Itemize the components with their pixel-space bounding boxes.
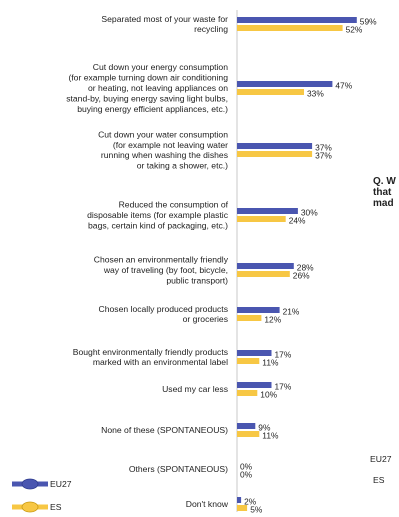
es-bar: [237, 358, 260, 364]
category-label: recycling: [194, 24, 228, 34]
category-label: Bought environmentally friendly products: [73, 347, 228, 357]
eu27-bar: [237, 143, 313, 149]
category-label: disposable items (for example plastic: [87, 210, 229, 220]
category-group: Separated most of your waste forrecyclin…: [101, 14, 377, 35]
es-value-label: 24%: [289, 216, 306, 226]
side-series-labels: EU27 ES: [370, 454, 392, 485]
eu27-value-label: 17%: [275, 382, 292, 392]
es-value-label: 37%: [315, 151, 332, 161]
eu27-value-label: 47%: [335, 81, 352, 91]
category-label: bags, certain kind of packaging, etc.): [88, 220, 228, 230]
es-legend-marker: [21, 501, 39, 513]
eu27-bar: [237, 382, 272, 388]
es-value-label: 0%: [240, 470, 253, 480]
eu27-value-label: 28%: [297, 263, 314, 273]
es-value-label: 12%: [264, 315, 281, 325]
side-series-label: ES: [373, 475, 385, 485]
es-value-label: 5%: [250, 505, 263, 515]
category-label: (for example not leaving water: [113, 140, 228, 150]
category-label: Cut down your energy consumption: [93, 62, 228, 72]
category-group: Bought environmentally friendly products…: [73, 347, 292, 368]
eu27-value-label: 2%: [244, 497, 257, 507]
category-label: Reduced the consumption of: [119, 200, 229, 210]
legend-label: EU27: [50, 479, 72, 489]
eu27-bar: [237, 350, 272, 356]
es-value-label: 26%: [293, 271, 310, 281]
category-label: stand-by, buying energy saving light bul…: [66, 93, 228, 103]
category-group: Cut down your energy consumption(for exa…: [66, 62, 353, 114]
category-label: Others (SPONTANEOUS): [129, 464, 228, 474]
es-value-label: 11%: [262, 431, 279, 441]
eu27-value-label: 17%: [275, 350, 292, 360]
category-label: running when washing the dishes: [101, 150, 228, 160]
es-value-label: 11%: [262, 358, 279, 368]
category-label: Cut down your water consumption: [98, 129, 228, 139]
eu27-value-label: 9%: [258, 423, 271, 433]
eu27-bar: [237, 497, 242, 503]
es-value-label: 33%: [307, 89, 324, 99]
es-bar: [237, 89, 304, 95]
category-label: Separated most of your waste for: [101, 14, 228, 24]
category-label: buying energy efficient appliances, etc.…: [77, 104, 228, 114]
legend: EU27 ES: [12, 478, 72, 513]
category-label: None of these (SPONTANEOUS): [101, 425, 228, 435]
es-bar: [237, 315, 262, 321]
eu27-value-label: 30%: [301, 208, 318, 218]
side-series-label: EU27: [370, 454, 392, 464]
es-bar: [237, 390, 258, 396]
category-group: Don't know 2%5%: [186, 497, 263, 515]
eu27-legend-marker: [21, 478, 39, 490]
es-value-label: 52%: [346, 25, 363, 35]
es-bar: [237, 431, 260, 437]
category-label: or heating, not leaving appliances on: [88, 83, 228, 93]
question-text-line: Q. W: [373, 176, 396, 187]
category-label: or groceries: [183, 314, 228, 324]
es-value-label: 10%: [260, 390, 277, 400]
es-bar: [237, 25, 343, 31]
category-group: Others (SPONTANEOUS) 0%0%: [129, 462, 253, 480]
eu27-bar: [237, 307, 280, 313]
category-label: Chosen an environmentally friendly: [94, 255, 229, 265]
eu27-value-label: 0%: [240, 462, 253, 472]
category-label: public transport): [166, 275, 228, 285]
eu27-bar: [237, 17, 357, 23]
category-label: marked with an environmental label: [93, 357, 228, 367]
eu27-bar: [237, 263, 294, 269]
es-bar: [237, 151, 313, 157]
category-label: way of traveling (by foot, bicycle,: [103, 265, 228, 275]
es-bar: [237, 271, 290, 277]
category-label: Used my car less: [162, 384, 228, 394]
question-text-line: mad: [373, 198, 394, 209]
category-label: or taking a shower, etc.): [137, 161, 228, 171]
category-group: Cut down your water consumption(for exam…: [98, 129, 332, 170]
category-label: (for example turning down air conditioni…: [68, 73, 228, 83]
category-label: Don't know: [186, 499, 229, 509]
es-bar: [237, 216, 286, 222]
category-group: None of these (SPONTANEOUS) 9%11%: [101, 423, 279, 441]
eu27-bar: [237, 208, 298, 214]
eu27-value-label: 59%: [360, 17, 377, 27]
es-bar: [237, 505, 248, 511]
eu27-value-label: 37%: [315, 143, 332, 153]
category-group: Used my car less 17%10%: [162, 382, 292, 400]
question-text-line: that: [373, 187, 392, 198]
category-label: Chosen locally produced products: [99, 304, 228, 314]
eu27-bar: [237, 81, 333, 87]
eu27-value-label: 21%: [283, 307, 300, 317]
eu27-bar: [237, 423, 256, 429]
legend-label: ES: [50, 502, 62, 512]
